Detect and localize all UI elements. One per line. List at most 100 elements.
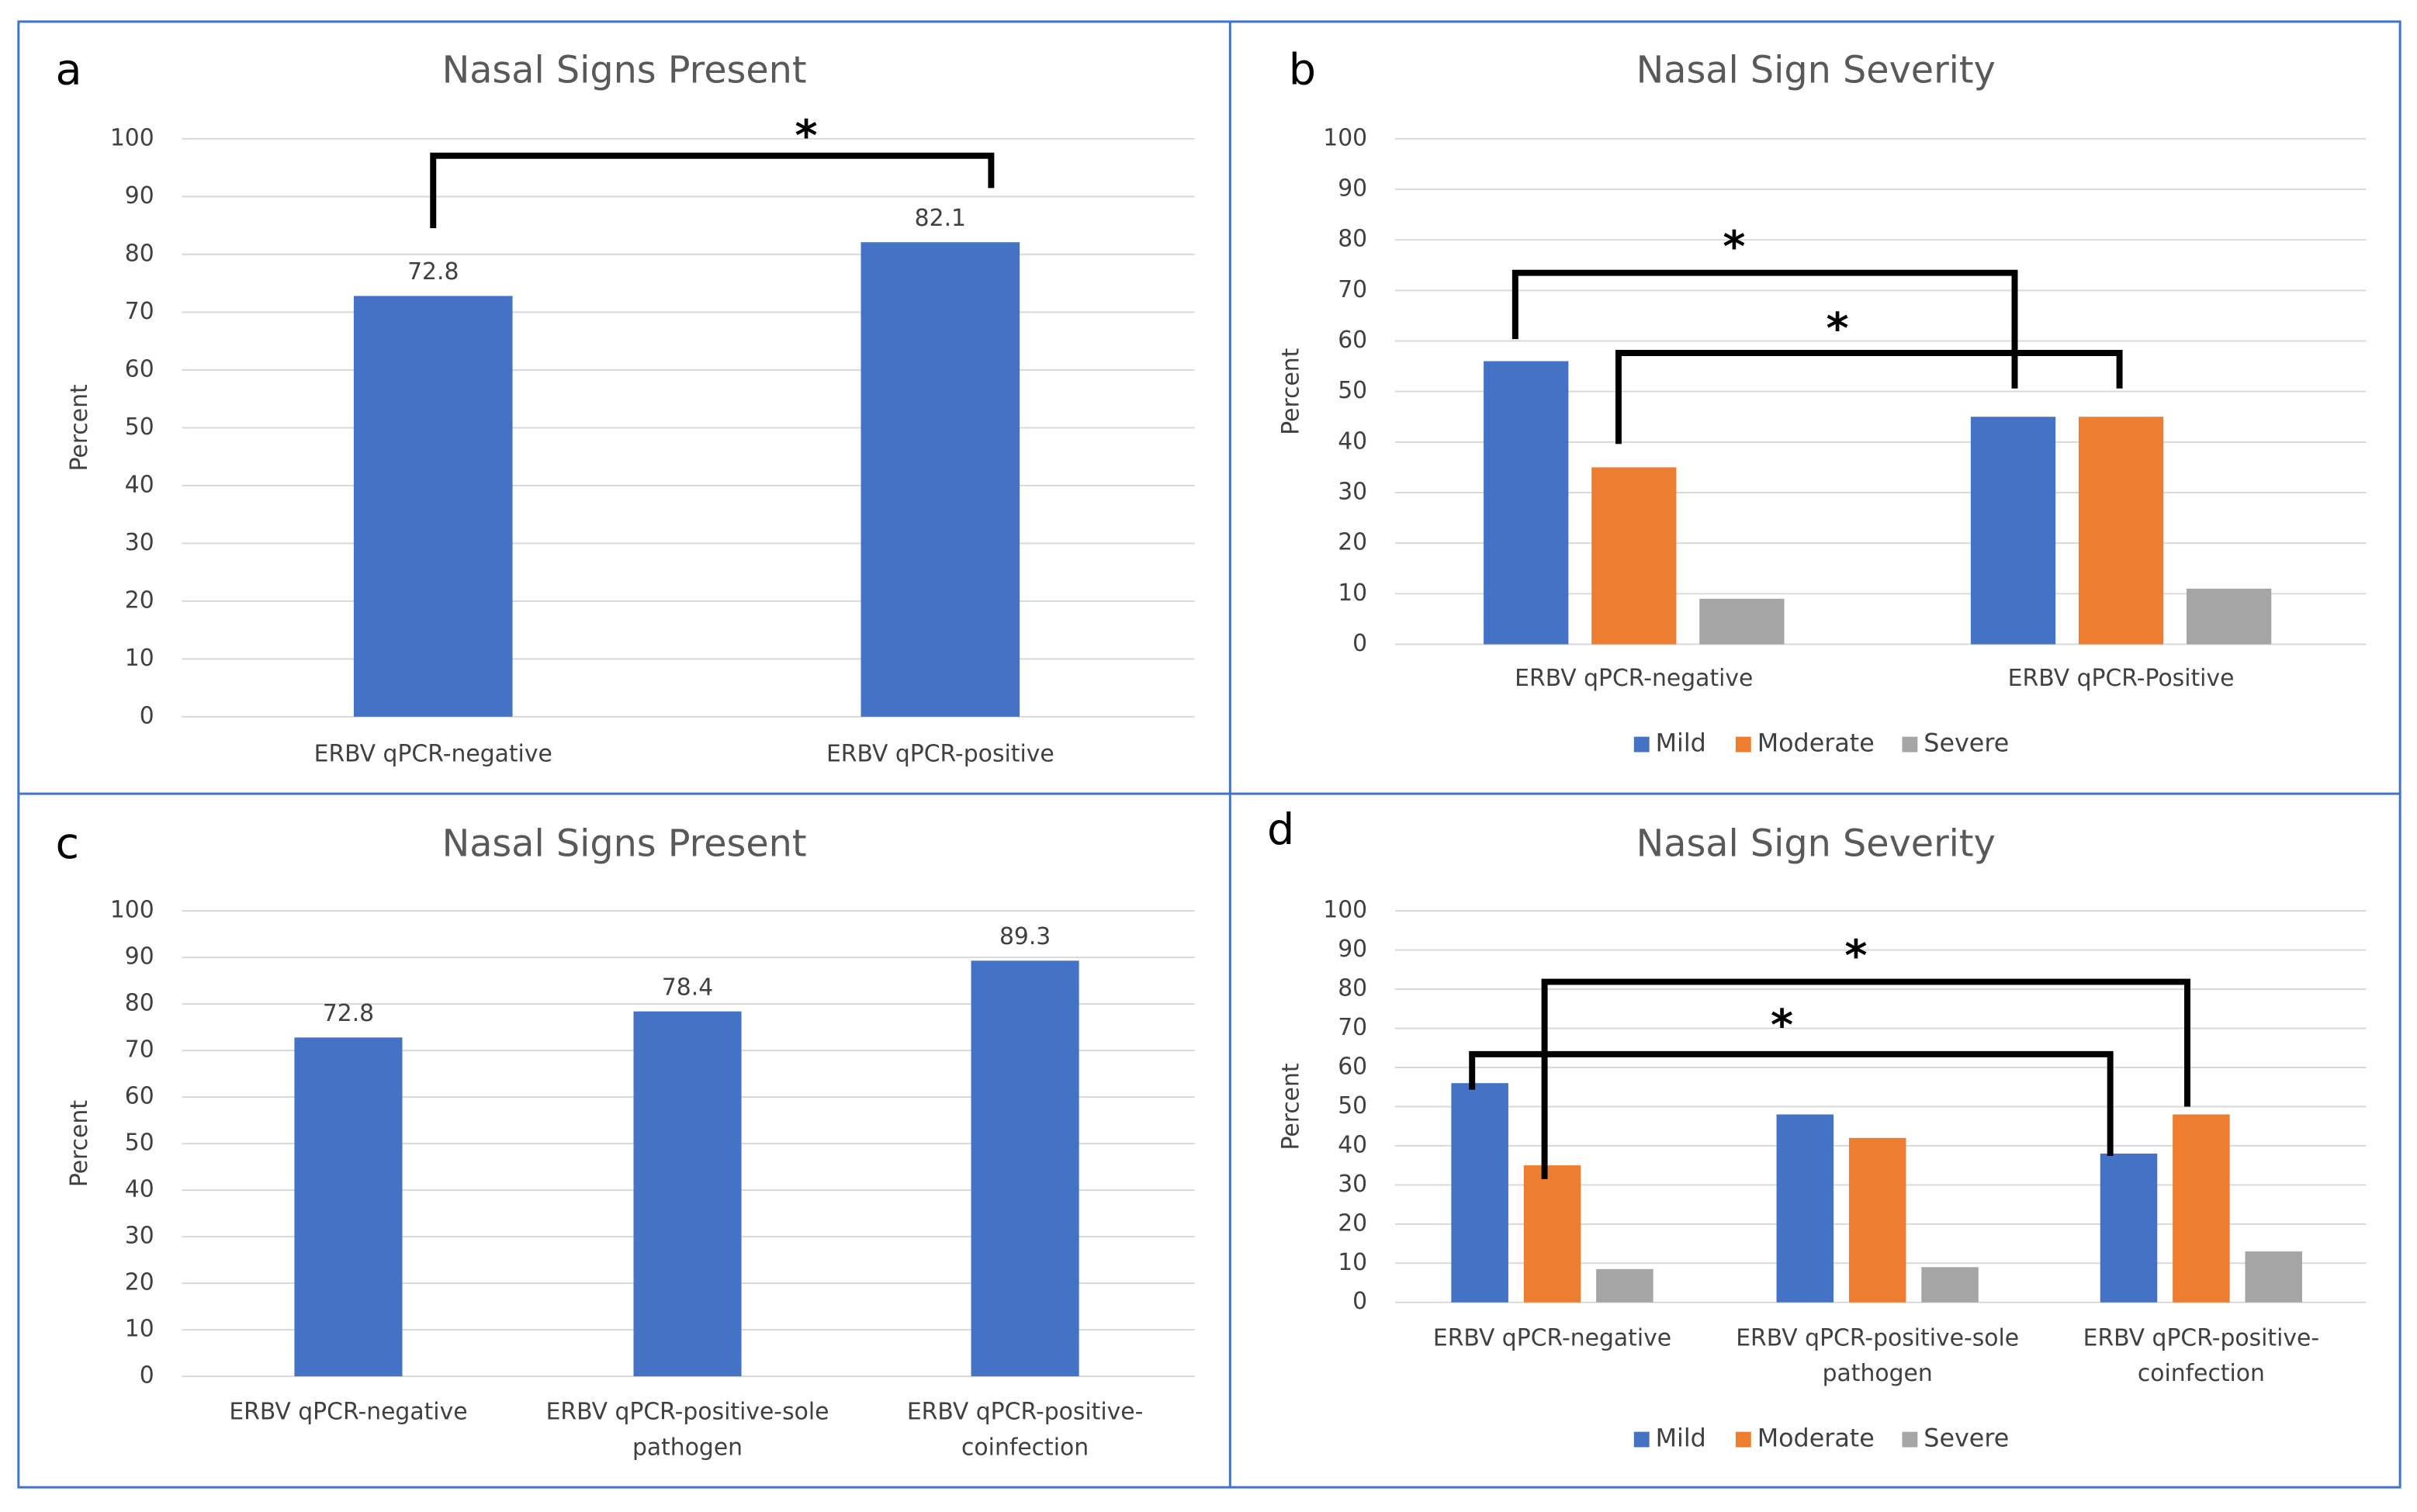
bar — [1484, 361, 1569, 645]
significance-bracket — [1469, 1050, 2114, 1157]
y-tick-label: 70 — [125, 298, 154, 325]
bar — [1591, 467, 1677, 645]
legend-label: Mild — [1656, 1425, 1706, 1453]
y-tick-label: 100 — [1323, 897, 1367, 924]
legend-swatch — [1735, 736, 1751, 753]
annotation: * — [1826, 303, 1848, 354]
legend-label: Moderate — [1757, 730, 1875, 758]
x-tick-label: ERBV qPCR-positive-coinfection — [2083, 1323, 2320, 1388]
y-tick-label: 10 — [1338, 1249, 1367, 1276]
chart-title: Nasal Sign Severity — [1636, 49, 1996, 92]
panel-label: a — [56, 45, 82, 95]
x-tick-label: ERBV qPCR-negative — [1432, 1323, 1672, 1352]
y-tick-label: 10 — [125, 645, 154, 672]
y-tick-label: 80 — [125, 240, 154, 267]
x-tick-label: ERBV qPCR-Positive — [2007, 664, 2235, 693]
annotation: * — [1771, 1000, 1793, 1050]
y-tick-label: 20 — [1338, 1209, 1367, 1237]
chart-title: Nasal Signs Present — [442, 823, 807, 866]
bar — [294, 1037, 403, 1377]
x-tick-label-box: ERBV qPCR-positive-coinfection — [906, 1397, 1144, 1462]
y-axis-label: Percent — [1277, 1063, 1304, 1150]
y-tick-label: 80 — [1338, 975, 1367, 1002]
y-tick-label: 10 — [1338, 580, 1367, 607]
y-tick-label: 30 — [125, 1223, 154, 1250]
legend-swatch — [1633, 736, 1650, 753]
panel-label: d — [1267, 804, 1294, 855]
y-tick-label: 0 — [1352, 1288, 1367, 1315]
y-tick-label: 90 — [1338, 175, 1367, 202]
x-tick-label-box: ERBV qPCR-positive-coinfection — [2083, 1323, 2320, 1388]
y-tick-label: 0 — [140, 702, 154, 729]
data-label: 78.4 — [662, 974, 713, 1001]
y-axis-label: Percent — [66, 1100, 93, 1187]
panel-label: c — [56, 818, 80, 869]
significance-bracket — [430, 152, 995, 229]
legend-label: Severe — [1924, 730, 2009, 758]
annotation: * — [1723, 222, 1745, 272]
legend-label: Mild — [1656, 730, 1706, 758]
y-tick-label: 50 — [1338, 1092, 1367, 1119]
y-tick-label: 30 — [125, 529, 154, 556]
x-tick-label-box: ERBV qPCR-positive-sole pathogen — [1736, 1323, 2020, 1388]
x-tick-label: ERBV qPCR-positive-sole pathogen — [1736, 1323, 2020, 1388]
bar — [1776, 1114, 1834, 1303]
y-tick-label: 80 — [1338, 226, 1367, 253]
annotation: * — [1844, 931, 1867, 981]
y-tick-label: 0 — [140, 1362, 154, 1389]
y-tick-label: 20 — [125, 1269, 154, 1296]
frame — [17, 20, 2401, 1489]
data-label: 89.3 — [999, 923, 1051, 950]
bar — [2100, 1154, 2158, 1303]
y-tick-label: 20 — [1338, 529, 1367, 556]
y-tick-label: 70 — [1338, 1014, 1367, 1041]
significance-bracket — [1541, 978, 2190, 1179]
bar — [1970, 417, 2056, 645]
bar — [1921, 1267, 1979, 1303]
data-label: 72.8 — [407, 258, 459, 285]
y-tick-label: 100 — [1323, 124, 1367, 151]
y-tick-label: 80 — [125, 990, 154, 1017]
y-tick-label: 50 — [1338, 377, 1367, 404]
y-tick-label: 90 — [1338, 936, 1367, 963]
x-tick-label: ERBV qPCR-positive-coinfection — [906, 1397, 1144, 1462]
x-tick-label: ERBV qPCR-negative — [313, 739, 552, 768]
x-tick-label-box: ERBV qPCR-negative — [313, 739, 552, 768]
y-axis-label: Percent — [1277, 348, 1304, 435]
y-tick-label: 40 — [1338, 427, 1367, 455]
x-tick-label-box: ERBV qPCR-negative — [229, 1397, 468, 1426]
bar — [1848, 1137, 1906, 1303]
panel-label: b — [1289, 45, 1316, 95]
x-tick-label-box: ERBV qPCR-negative — [1515, 664, 1754, 693]
legend-swatch — [1633, 1431, 1650, 1448]
y-axis-label: Percent — [66, 384, 93, 471]
legend-swatch — [1902, 1431, 1918, 1448]
y-tick-label: 90 — [125, 943, 154, 971]
x-tick-label: ERBV qPCR-negative — [1515, 664, 1754, 693]
y-tick-label: 20 — [125, 586, 154, 614]
legend-label: Moderate — [1757, 1425, 1875, 1453]
annotation: * — [795, 111, 817, 161]
x-tick-label-box: ERBV qPCR-negative — [1432, 1323, 1672, 1352]
x-tick-label: ERBV qPCR-negative — [229, 1397, 468, 1426]
y-tick-label: 50 — [125, 1130, 154, 1157]
x-tick-label-box: ERBV qPCR-Positive — [2007, 664, 2235, 693]
bar — [860, 242, 1020, 717]
bar — [2245, 1251, 2302, 1303]
y-tick-label: 30 — [1338, 478, 1367, 505]
chart-title: Nasal Signs Present — [442, 49, 807, 92]
y-tick-label: 100 — [110, 124, 154, 151]
data-label: 82.1 — [915, 205, 966, 232]
y-tick-label: 100 — [110, 897, 154, 924]
x-tick-label-box: ERBV qPCR-positive — [826, 740, 1054, 768]
data-label: 72.8 — [323, 1000, 374, 1027]
bar — [2187, 588, 2272, 645]
legend-label: Severe — [1924, 1425, 2009, 1453]
y-tick-label: 60 — [125, 1083, 154, 1110]
y-tick-label: 60 — [1338, 327, 1367, 354]
bar — [2078, 417, 2164, 645]
bar — [1699, 598, 1785, 645]
y-tick-label: 60 — [125, 355, 154, 382]
